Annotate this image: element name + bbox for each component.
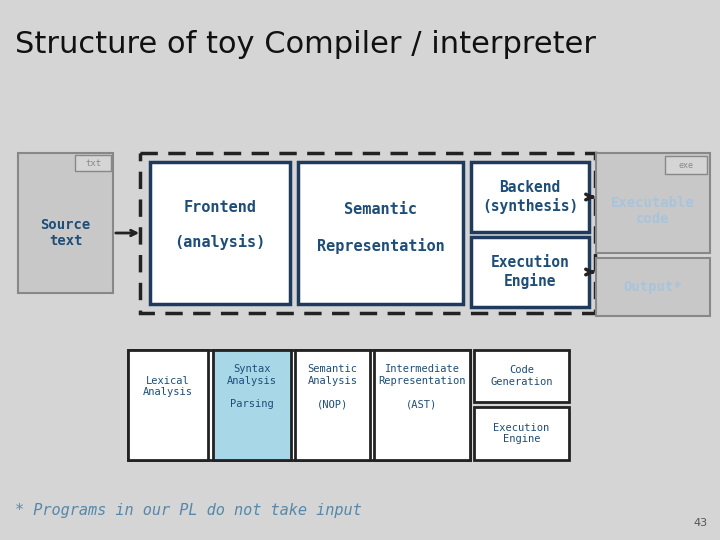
Bar <box>128 350 208 460</box>
Text: Lexical
Analysis: Lexical Analysis <box>143 376 193 397</box>
Bar <box>596 153 710 253</box>
Text: 43: 43 <box>694 518 708 528</box>
Bar <box>374 350 470 460</box>
Bar <box>471 237 589 307</box>
Text: txt: txt <box>85 159 101 167</box>
Bar <box>150 162 290 304</box>
Text: Output*: Output* <box>624 280 683 294</box>
Bar <box>128 350 470 460</box>
Bar <box>596 258 710 316</box>
Text: Semantic

Representation: Semantic Representation <box>317 202 444 253</box>
Text: Code
Generation: Code Generation <box>490 365 553 387</box>
Bar <box>665 156 707 174</box>
Text: Frontend

(analysis): Frontend (analysis) <box>174 199 266 251</box>
Bar <box>213 350 291 460</box>
Text: Syntax
Analysis

Parsing: Syntax Analysis Parsing <box>227 364 277 409</box>
Bar <box>474 407 569 460</box>
Text: Backend
(synthesis): Backend (synthesis) <box>482 180 578 214</box>
Text: Executable
code: Executable code <box>611 196 695 226</box>
Bar <box>298 162 463 304</box>
Text: Execution
Engine: Execution Engine <box>490 255 570 289</box>
Bar <box>471 162 589 232</box>
Text: Source
text: Source text <box>40 218 91 248</box>
Bar <box>140 153 595 313</box>
Bar <box>295 350 370 460</box>
Text: Semantic
Analysis

(NOP): Semantic Analysis (NOP) <box>307 364 358 409</box>
Bar <box>75 155 111 171</box>
Text: Execution
Engine: Execution Engine <box>493 423 549 444</box>
Bar <box>474 350 569 402</box>
Text: exe: exe <box>678 160 693 170</box>
Bar <box>18 153 113 293</box>
Text: * Programs in our PL do not take input: * Programs in our PL do not take input <box>15 503 361 517</box>
Text: Intermediate
Representation

(AST): Intermediate Representation (AST) <box>378 364 466 409</box>
Text: Structure of toy Compiler / interpreter: Structure of toy Compiler / interpreter <box>15 30 596 59</box>
